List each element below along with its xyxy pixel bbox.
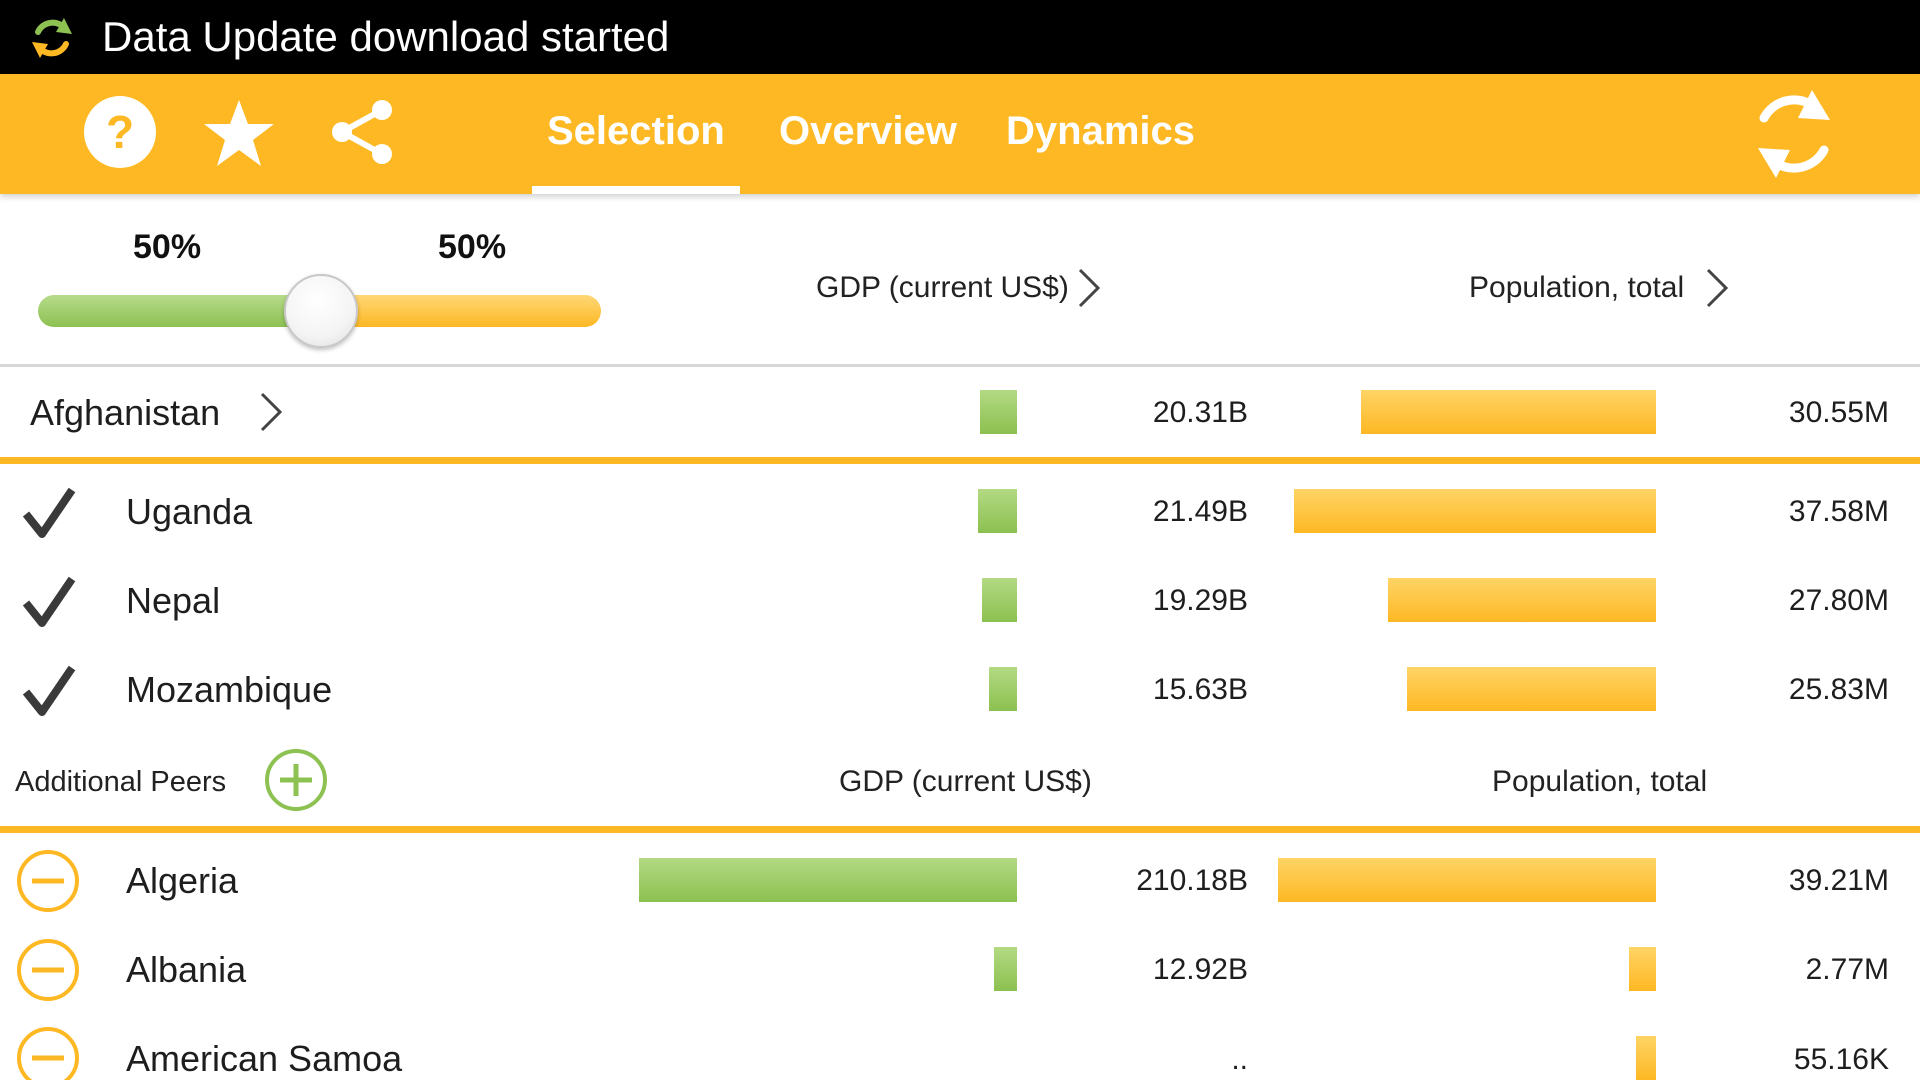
gdp-column-header: GDP (current US$) bbox=[839, 765, 1092, 798]
gdp-value: 19.29B bbox=[1152, 584, 1248, 617]
peer-country-name: Albania bbox=[126, 949, 247, 990]
refresh-icon[interactable] bbox=[1742, 82, 1846, 186]
svg-text:?: ? bbox=[106, 106, 134, 158]
remove-peer-icon[interactable] bbox=[16, 1026, 80, 1080]
divider bbox=[0, 364, 1920, 367]
population-value: 55.16K bbox=[1793, 1043, 1889, 1076]
peer-country-name: Algeria bbox=[126, 860, 239, 901]
tab-selection[interactable]: Selection bbox=[547, 109, 725, 153]
remove-peer-icon[interactable] bbox=[16, 849, 80, 913]
population-value: 25.83M bbox=[1788, 673, 1889, 706]
population-bar bbox=[1407, 667, 1656, 711]
chevron-right-icon[interactable] bbox=[258, 390, 284, 434]
gdp-value: 21.49B bbox=[1152, 495, 1248, 528]
gdp-column-header[interactable]: GDP (current US$) bbox=[816, 271, 1069, 304]
gdp-value: 20.31B bbox=[1152, 396, 1248, 429]
gdp-bar bbox=[639, 858, 1017, 902]
peer-country-name: Mozambique bbox=[126, 669, 333, 710]
chevron-right-icon[interactable] bbox=[1704, 266, 1730, 310]
toolbar: ? Selection Overview Dynamics bbox=[0, 74, 1920, 194]
add-peer-icon[interactable] bbox=[264, 748, 328, 812]
help-icon[interactable]: ? bbox=[82, 94, 158, 170]
divider bbox=[0, 457, 1920, 464]
chevron-right-icon[interactable] bbox=[1076, 266, 1102, 310]
gdp-value: .. bbox=[1231, 1043, 1248, 1076]
tab-dynamics[interactable]: Dynamics bbox=[1006, 109, 1195, 153]
population-bar bbox=[1629, 947, 1656, 991]
sync-icon bbox=[32, 18, 72, 58]
star-icon[interactable] bbox=[202, 96, 276, 170]
peer-country-name: Nepal bbox=[126, 580, 221, 621]
peer-country-name: Uganda bbox=[126, 491, 253, 532]
population-bar bbox=[1294, 489, 1656, 533]
gdp-bar bbox=[980, 390, 1017, 434]
population-weight-label: 50% bbox=[438, 228, 507, 266]
check-icon[interactable] bbox=[20, 573, 78, 631]
population-value: 37.58M bbox=[1788, 495, 1889, 528]
check-icon[interactable] bbox=[20, 662, 78, 720]
population-bar bbox=[1278, 858, 1656, 902]
gdp-value: 210.18B bbox=[1136, 864, 1248, 897]
peer-country-name: American Samoa bbox=[126, 1038, 403, 1079]
population-column-header: Population, total bbox=[1492, 765, 1708, 798]
gdp-value: 12.92B bbox=[1152, 953, 1248, 986]
population-value: 2.77M bbox=[1805, 953, 1889, 986]
divider bbox=[0, 826, 1920, 833]
gdp-bar bbox=[989, 667, 1017, 711]
population-column-header[interactable]: Population, total bbox=[1469, 271, 1685, 304]
status-bar: Data Update download started bbox=[0, 0, 1920, 74]
gdp-bar bbox=[982, 578, 1017, 622]
status-text: Data Update download started bbox=[102, 13, 670, 60]
remove-peer-icon[interactable] bbox=[16, 938, 80, 1002]
population-value: 39.21M bbox=[1788, 864, 1889, 897]
gdp-weight-label: 50% bbox=[133, 228, 202, 266]
selected-country-name[interactable]: Afghanistan bbox=[30, 392, 221, 433]
gdp-value: 15.63B bbox=[1152, 673, 1248, 706]
additional-peers-label: Additional Peers bbox=[15, 766, 227, 798]
population-bar bbox=[1636, 1036, 1656, 1080]
tab-active-indicator bbox=[532, 186, 740, 194]
population-weight-track[interactable] bbox=[310, 295, 601, 327]
population-bar bbox=[1388, 578, 1656, 622]
share-icon[interactable] bbox=[326, 96, 398, 168]
check-icon[interactable] bbox=[20, 484, 78, 542]
population-value: 27.80M bbox=[1788, 584, 1889, 617]
tab-overview[interactable]: Overview bbox=[779, 109, 957, 153]
population-value: 30.55M bbox=[1788, 396, 1889, 429]
population-bar bbox=[1361, 390, 1656, 434]
weight-slider-thumb[interactable] bbox=[284, 274, 358, 348]
gdp-bar bbox=[994, 947, 1017, 991]
gdp-bar bbox=[978, 489, 1017, 533]
gdp-weight-track[interactable] bbox=[38, 295, 328, 327]
